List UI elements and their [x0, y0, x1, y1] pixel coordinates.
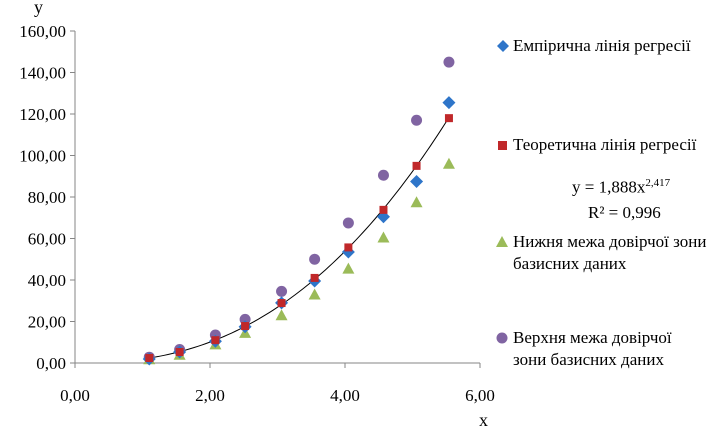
point-triangle — [342, 262, 355, 274]
legend-label-theoretical: Теоретична лінія регресії — [513, 135, 697, 154]
legend-entry-upper-bound: Верхня межа довірчої зони базисних даних — [493, 327, 709, 371]
triangle-marker-icon — [496, 236, 508, 247]
point-diamond — [442, 96, 456, 110]
legend-label-lower-bound: Нижня межа довірчої зони базисних даних — [513, 232, 707, 273]
point-circle — [411, 114, 423, 126]
x-tick-label: 0,00 — [60, 386, 90, 405]
series-square-points — [145, 114, 453, 363]
legend-entry-theoretical: Теоретична лінія регресії — [493, 134, 709, 156]
legend-entry-lower-bound: Нижня межа довірчої зони базисних даних — [493, 231, 709, 275]
point-triangle — [410, 196, 423, 208]
point-square — [241, 322, 250, 331]
data-marks — [142, 56, 456, 366]
series-circle-points — [143, 56, 455, 363]
trendline-equation-base: y = 1,888x — [572, 177, 646, 197]
y-tick-label: 80,00 — [28, 188, 66, 207]
legend-label-upper-bound: Верхня межа довірчої зони базисних даних — [513, 328, 672, 369]
y-tick-label: 100,00 — [19, 147, 66, 166]
circle-marker-icon — [496, 332, 508, 344]
point-triangle — [275, 309, 288, 321]
point-square — [379, 205, 388, 214]
x-tick-label: 2,00 — [195, 386, 225, 405]
x-tick-label: 6,00 — [465, 386, 495, 405]
trendline-equation: y = 1,888x2,417 — [572, 177, 670, 198]
point-triangle — [377, 231, 390, 243]
point-square — [344, 243, 353, 252]
point-triangle — [442, 157, 455, 169]
axes — [74, 31, 480, 364]
point-circle — [276, 285, 288, 297]
point-square — [175, 348, 184, 357]
y-tick-label: 60,00 — [28, 230, 66, 249]
point-square — [444, 114, 453, 123]
axis-ticks: 0,00 20,00 40,00 60,00 80,00 100,00 120,00 140,… — [19, 22, 495, 405]
y-tick-label: 0,00 — [36, 354, 66, 373]
point-square — [310, 273, 319, 282]
x-axis-title: x — [479, 410, 488, 427]
trendline-r-squared: R² = 0,996 — [588, 203, 661, 222]
legend-label-empirical: Емпірична лінія регресії — [513, 36, 691, 55]
y-axis-title: y — [34, 0, 43, 17]
point-circle — [377, 169, 389, 181]
series-diamond-points — [142, 96, 456, 366]
point-square — [211, 336, 220, 345]
legend: Емпірична лінія регресії Теоретична ліні… — [493, 0, 711, 427]
y-tick-label: 40,00 — [28, 271, 66, 290]
y-tick-label: 20,00 — [28, 313, 66, 332]
point-diamond — [410, 174, 424, 188]
y-tick-label: 140,00 — [19, 64, 66, 83]
y-tick-label: 120,00 — [19, 105, 66, 124]
series-triangle-points — [143, 157, 455, 365]
diamond-marker-icon — [497, 40, 509, 52]
point-triangle — [308, 288, 321, 300]
point-circle — [309, 253, 321, 265]
trendline-equation-exponent: 2,417 — [645, 177, 671, 189]
power-trendline — [149, 117, 450, 359]
point-square — [145, 354, 154, 363]
point-square — [412, 161, 421, 170]
point-square — [277, 299, 286, 308]
point-circle — [342, 217, 354, 229]
y-tick-label: 160,00 — [19, 22, 66, 41]
square-marker-icon — [498, 141, 507, 150]
x-tick-label: 4,00 — [330, 386, 360, 405]
trendline-group — [149, 117, 450, 359]
point-circle — [443, 56, 455, 68]
legend-entry-empirical: Емпірична лінія регресії — [493, 35, 709, 57]
